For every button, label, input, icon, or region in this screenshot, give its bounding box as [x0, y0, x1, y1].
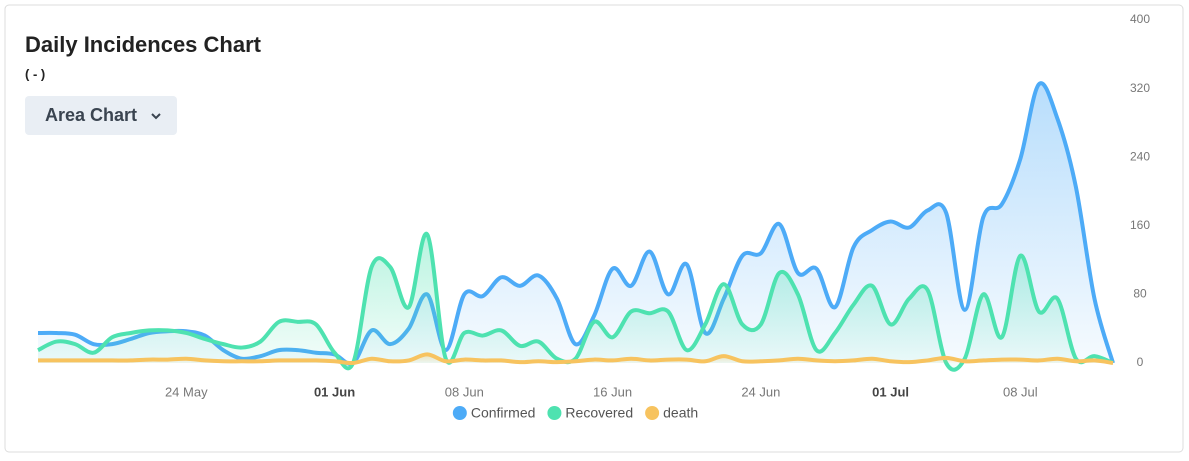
x-tick-label: 24 May	[165, 384, 208, 399]
area-line	[38, 352, 1114, 366]
y-tick-label: 400	[1130, 12, 1150, 26]
legend-item[interactable]: Confirmed	[452, 405, 536, 421]
chart-type-button[interactable]: Area Chart	[25, 96, 177, 135]
button-bg[interactable]	[25, 96, 177, 135]
legend-item[interactable]: death	[645, 405, 698, 421]
legend-label: Recovered	[565, 405, 633, 421]
plot: 0 80 160 240 320 400 24 May 01 Jun 08 Jun 16 Jun 2…	[37, 12, 1150, 421]
legend-marker	[547, 406, 562, 420]
y-tick-label: 240	[1130, 149, 1150, 163]
y-tick-label: 80	[1133, 287, 1147, 301]
area-fill	[38, 233, 1113, 370]
y-tick-label: 320	[1130, 81, 1150, 95]
area-line	[37, 232, 1114, 372]
legend-label: Confirmed	[471, 405, 536, 421]
x-tick-label: 08 Jul	[1003, 384, 1038, 399]
legend-marker	[645, 406, 660, 420]
x-tick-label: 16 Jun	[593, 384, 632, 399]
x-tick-label: 24 Jun	[741, 384, 780, 399]
x-tick-label: 01 Jul	[872, 384, 909, 399]
y-tick-label: 160	[1130, 218, 1150, 232]
chevron[interactable]	[151, 113, 161, 120]
button-label[interactable]: Area Chart	[45, 105, 137, 125]
x-tick-label: 01 Jun	[314, 384, 355, 399]
area-fill	[38, 83, 1113, 364]
legend-label: death	[663, 405, 698, 421]
legend-item[interactable]: Recovered	[547, 405, 633, 421]
legend: Confirmed Recovered death	[452, 405, 698, 421]
x-tick-label: 08 Jun	[445, 384, 484, 399]
legend-marker	[452, 406, 467, 420]
chart-subtitle: ( - )	[25, 66, 45, 81]
chart-title: Daily Incidences Chart	[25, 32, 262, 57]
y-tick-label: 0	[1137, 355, 1144, 369]
